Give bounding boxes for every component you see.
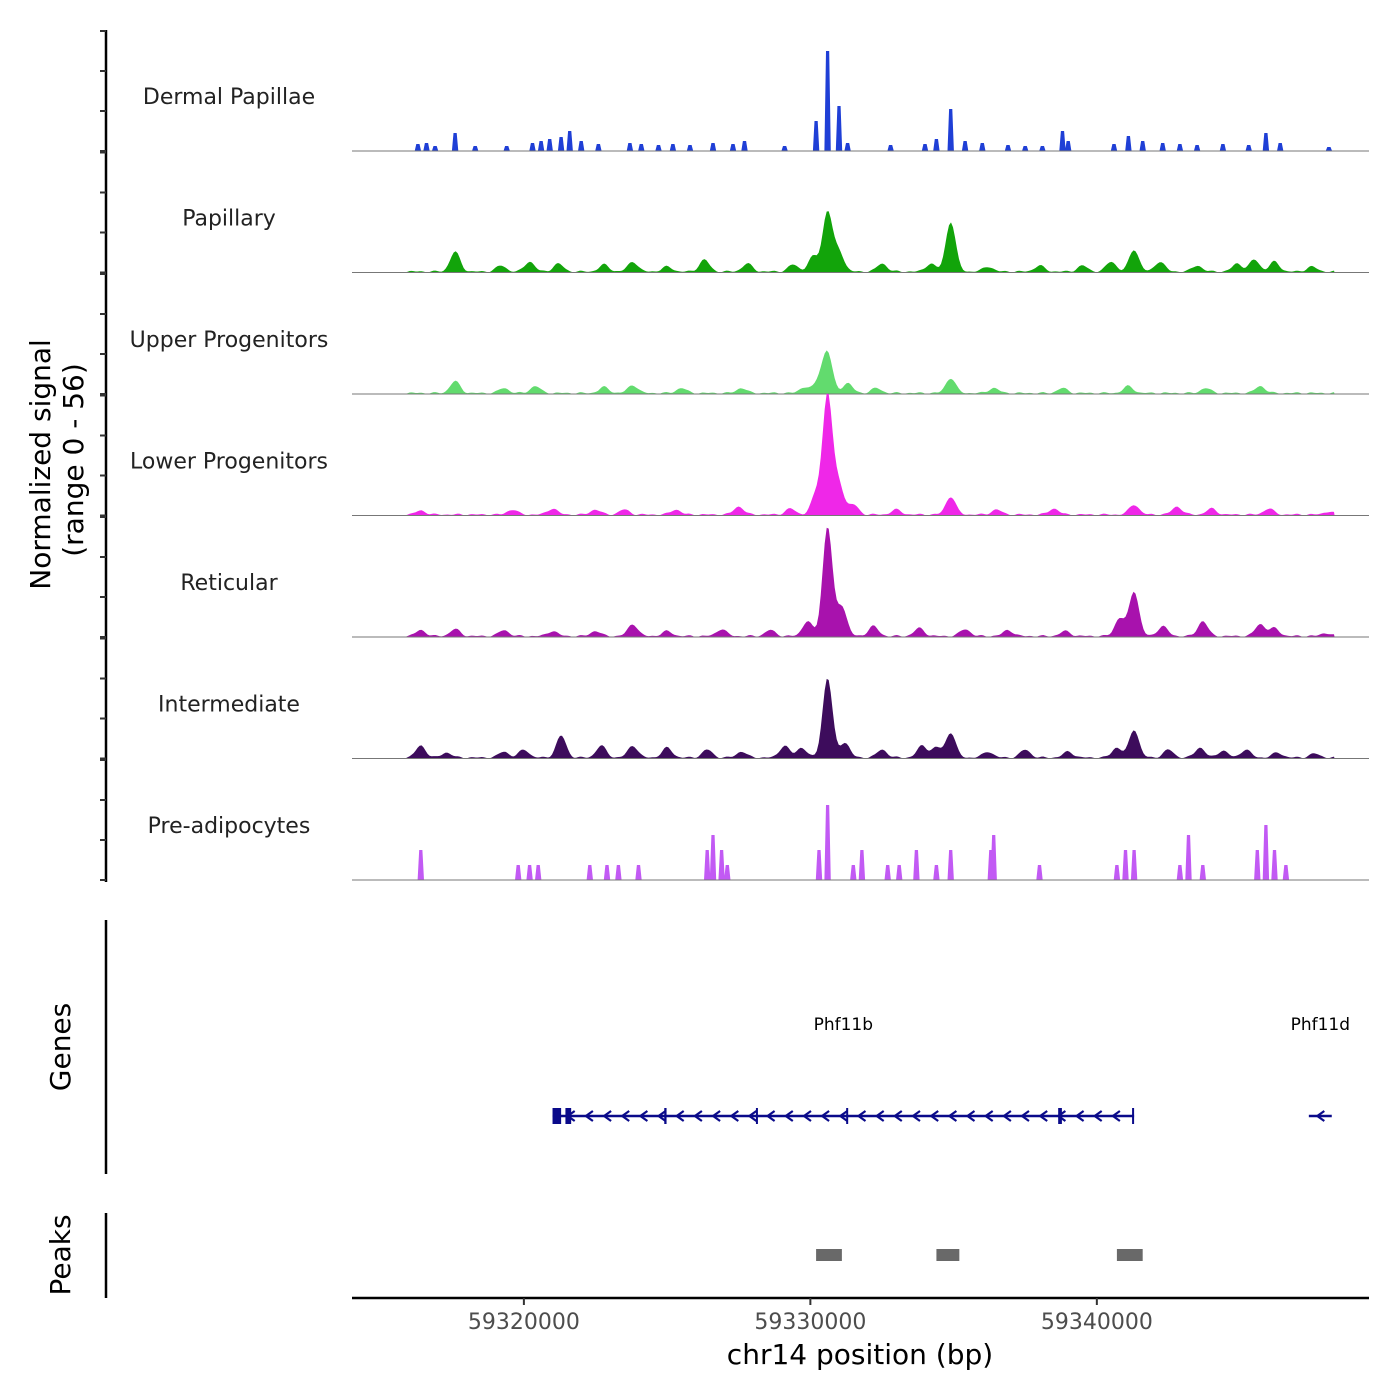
track-upper-progenitors: Upper Progenitors xyxy=(130,328,1369,395)
strand-arrow xyxy=(1038,1110,1048,1122)
called-peak xyxy=(816,1249,842,1261)
track-dermal-papillae: Dermal Papillae xyxy=(143,51,1369,152)
strand-arrow xyxy=(729,1110,739,1122)
track-intermediate: Intermediate xyxy=(158,678,1369,759)
track-reticular: Reticular xyxy=(180,527,1369,638)
called-peak xyxy=(936,1249,960,1261)
genes-panel: Genes Phf11b Phf11d xyxy=(44,920,1350,1174)
x-tick-label: 59330000 xyxy=(754,1310,866,1335)
strand-arrow xyxy=(638,1110,649,1122)
strand-arrow xyxy=(693,1110,703,1122)
strand-arrow xyxy=(783,1110,794,1122)
coverage-area xyxy=(403,393,1335,516)
exon xyxy=(1058,1108,1062,1124)
x-axis-ticks: 59320000 59330000 59340000 xyxy=(468,1298,1153,1335)
track-label: Reticular xyxy=(180,571,278,596)
strand-arrow xyxy=(765,1110,776,1122)
exon xyxy=(1132,1108,1135,1124)
strand-arrow xyxy=(620,1110,630,1122)
called-peak xyxy=(1116,1249,1143,1261)
coverage-area xyxy=(403,211,1335,273)
coverage-panel: Normalized signal (range 0 - 56) Dermal … xyxy=(24,30,1369,882)
strand-arrow xyxy=(802,1110,812,1122)
track-lower-progenitors: Lower Progenitors xyxy=(130,393,1369,516)
y-axis-title-line2: (range 0 - 56) xyxy=(57,363,90,557)
gene-phf11d: Phf11d xyxy=(1291,1015,1350,1122)
coverage-area xyxy=(403,527,1335,637)
coverage-area xyxy=(403,678,1335,759)
strand-arrow xyxy=(1111,1110,1121,1122)
gene-models: Phf11b Phf11d xyxy=(552,1015,1350,1124)
coverage-area xyxy=(414,51,1333,151)
track-papillary: Papillary xyxy=(182,207,1369,273)
strand-arrow xyxy=(1002,1110,1012,1122)
peaks-panel-label: Peaks xyxy=(44,1214,77,1295)
strand-arrow xyxy=(892,1110,903,1122)
strand-arrow xyxy=(874,1110,885,1122)
track-pre-adipocytes: Pre-adipocytes xyxy=(148,805,1369,881)
coverage-tracks: Dermal Papillae Papillary Upper Progenitor… xyxy=(130,51,1369,881)
exon xyxy=(664,1108,667,1124)
strand-arrow xyxy=(947,1110,958,1122)
called-peak-regions xyxy=(816,1249,1143,1261)
x-axis-title: chr14 position (bp) xyxy=(727,1338,993,1371)
track-label: Pre-adipocytes xyxy=(148,814,311,839)
coverage-area xyxy=(403,350,1335,394)
x-axis: 59320000 59330000 59340000 chr14 position … xyxy=(352,1296,1369,1371)
strand-arrow xyxy=(711,1110,721,1122)
strand-arrow xyxy=(965,1110,976,1122)
track-label: Dermal Papillae xyxy=(143,85,315,110)
coverage-y-ticks xyxy=(100,30,106,881)
y-axis-title-line1: Normalized signal xyxy=(24,339,57,590)
peaks-panel: Peaks xyxy=(44,1213,1143,1298)
exon xyxy=(552,1108,562,1124)
strand-arrow xyxy=(602,1110,612,1122)
track-label: Papillary xyxy=(182,207,276,232)
strand-arrow xyxy=(911,1110,921,1122)
x-tick-label: 59320000 xyxy=(468,1310,580,1335)
strand-arrow xyxy=(747,1110,758,1122)
strand-arrow xyxy=(1315,1110,1325,1122)
genes-panel-label: Genes xyxy=(44,1003,77,1091)
strand-arrow xyxy=(656,1110,667,1122)
strand-arrow xyxy=(838,1110,848,1122)
strand-arrow xyxy=(674,1110,685,1122)
strand-arrow xyxy=(929,1110,939,1122)
strand-arrow xyxy=(1074,1110,1085,1122)
exon xyxy=(565,1108,572,1124)
track-label: Upper Progenitors xyxy=(130,328,329,353)
strand-arrow xyxy=(584,1110,594,1122)
gene-label: Phf11d xyxy=(1291,1015,1350,1035)
strand-arrow xyxy=(1092,1110,1103,1122)
track-label: Lower Progenitors xyxy=(130,450,328,475)
y-axis-title: Normalized signal (range 0 - 56) xyxy=(24,330,90,589)
exon xyxy=(846,1108,849,1124)
strand-arrow xyxy=(856,1110,867,1122)
strand-arrow xyxy=(983,1110,994,1122)
gene-label: Phf11b xyxy=(814,1015,873,1035)
coverage-area xyxy=(417,805,1290,880)
exon xyxy=(755,1108,758,1124)
gene-phf11b: Phf11b xyxy=(552,1015,1135,1124)
track-label: Intermediate xyxy=(158,693,300,718)
strand-arrow xyxy=(1020,1110,1030,1122)
x-tick-label: 59340000 xyxy=(1041,1310,1153,1335)
strand-arrow xyxy=(820,1110,830,1122)
